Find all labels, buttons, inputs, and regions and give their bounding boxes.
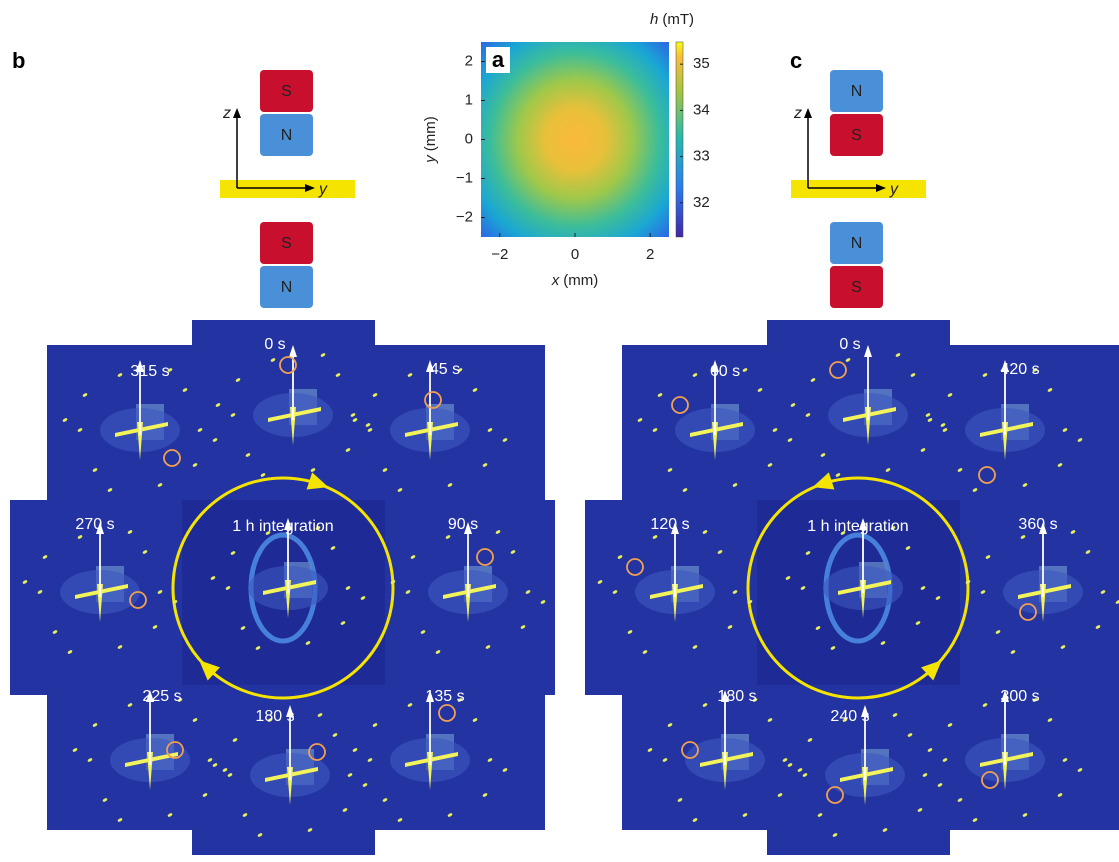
magnet-label: N [281,279,293,296]
panel-label: b [12,48,25,73]
time-label: 0 s [839,336,860,353]
magnet-label: N [851,235,863,252]
magnet-label: S [281,235,292,252]
x-tick-label: 2 [646,246,654,263]
y-axis-label: y [889,181,899,198]
time-label: 360 s [1018,516,1057,533]
time-label: 60 s [710,363,740,380]
time-label: 225 s [142,688,181,705]
time-label: 240 s [830,708,869,725]
y-axis-unit: (mm) [422,116,439,151]
time-label: 0 s [264,336,285,353]
y-axis-label: y [318,181,328,198]
colorbar-title: h(mT) [650,11,694,28]
magnet-label: S [281,83,292,100]
time-label: 300 s [1000,688,1039,705]
x-axis-var: x [551,272,560,289]
time-label: 180 s [717,688,756,705]
y-tick-label: −2 [456,208,473,225]
time-label: 135 s [425,688,464,705]
time-label: 120 s [650,516,689,533]
time-label: 315 s [130,363,169,380]
figure: a−202−2−1012x(mm)y(mm)32333435h(mT)bSNzy… [0,0,1119,862]
panel-label: a [492,47,505,72]
magnet-label: N [281,127,293,144]
center-label: 1 h integration [807,518,908,535]
time-label: 270 s [75,516,114,533]
z-arrow [233,108,241,118]
time-label: 180 s [255,708,294,725]
y-tick-label: −1 [456,169,473,186]
x-axis-label: x(mm) [551,272,598,289]
center-label: 1 h integration [232,518,333,535]
x-axis-unit: (mm) [563,272,598,289]
panel-label: c [790,48,802,73]
time-label: 45 s [430,361,460,378]
magnet-label: S [851,279,862,296]
y-tick-label: 1 [465,91,473,108]
magnet-label: S [851,127,862,144]
time-label: 90 s [448,516,478,533]
z-arrow [804,108,812,118]
colorbar-var: h [650,11,658,28]
colorbar-tick-label: 33 [693,148,710,165]
time-label: 420 s [1000,361,1039,378]
colorbar-tick-label: 34 [693,101,710,118]
z-axis-label: z [222,105,231,122]
y-tick-label: 0 [465,130,473,147]
sample-bar [220,180,355,198]
colorbar-unit: (mT) [662,11,694,28]
y-tick-label: 2 [465,52,473,69]
x-tick-label: −2 [491,246,508,263]
x-tick-label: 0 [571,246,579,263]
z-axis-label: z [793,105,802,122]
magnet-label: N [851,83,863,100]
sample-bar [791,180,926,198]
colorbar-tick-label: 35 [693,55,710,72]
y-axis-label: y (mm) [422,116,439,163]
y-axis-var: y [422,154,439,164]
colorbar-tick-label: 32 [693,194,710,211]
colorbar [676,42,683,237]
